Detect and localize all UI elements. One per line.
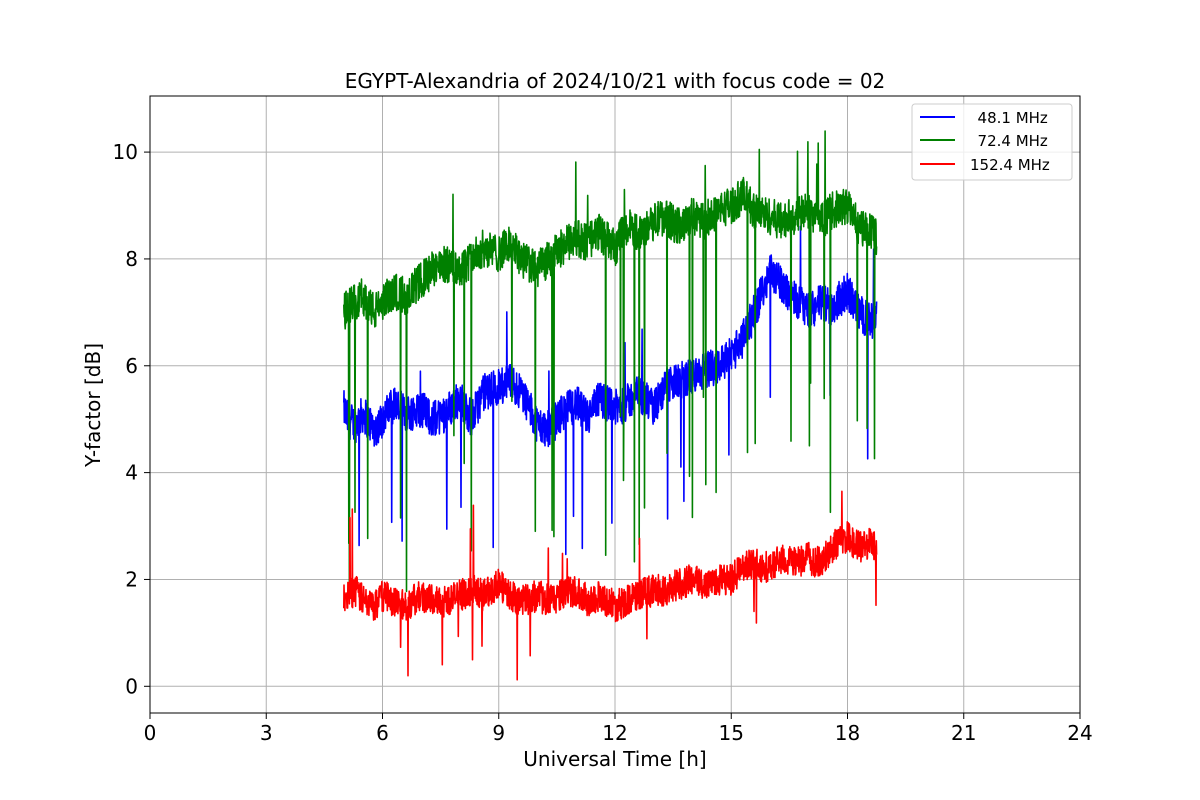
x-tick-label: 12	[602, 721, 627, 745]
legend-entry-72mhz: 72.4 MHz	[920, 132, 1048, 150]
series-line-0	[343, 225, 878, 556]
y-tick-label: 4	[125, 461, 138, 485]
x-axis-ticks: 0 3 6 9 12 15 18 21 24	[144, 713, 1093, 745]
legend-label: 72.4 MHz	[968, 132, 1048, 150]
x-tick-label: 18	[835, 721, 860, 745]
y-tick-label: 6	[125, 354, 138, 378]
x-tick-label: 24	[1067, 721, 1092, 745]
y-axis-label: Y-factor [dB]	[81, 343, 105, 468]
y-tick-label: 8	[125, 247, 138, 271]
x-tick-label: 9	[492, 721, 505, 745]
legend-box	[911, 103, 1073, 181]
x-tick-label: 6	[376, 721, 389, 745]
y-tick-label: 0	[125, 674, 138, 698]
legend-entry-152mhz: 152.4 MHz	[920, 156, 1050, 174]
x-tick-label: 0	[144, 721, 157, 745]
y-axis-ticks: 0 2 4 6 8 10	[113, 140, 150, 698]
chart-title: EGYPT-Alexandria of 2024/10/21 with focu…	[345, 69, 886, 93]
legend-label: 48.1 MHz	[968, 109, 1048, 127]
x-tick-label: 3	[260, 721, 273, 745]
series-line-1	[343, 130, 878, 597]
series-layer	[343, 130, 878, 681]
x-axis-label: Universal Time [h]	[523, 747, 706, 771]
series-line-2	[343, 490, 878, 681]
x-tick-label: 15	[719, 721, 744, 745]
x-tick-label: 21	[951, 721, 976, 745]
y-tick-label: 2	[125, 567, 138, 591]
y-tick-label: 10	[113, 140, 138, 164]
legend: 48.1 MHz 72.4 MHz 152.4 MHz	[911, 103, 1073, 181]
legend-entry-48mhz: 48.1 MHz	[920, 109, 1048, 127]
legend-label: 152.4 MHz	[970, 156, 1050, 174]
